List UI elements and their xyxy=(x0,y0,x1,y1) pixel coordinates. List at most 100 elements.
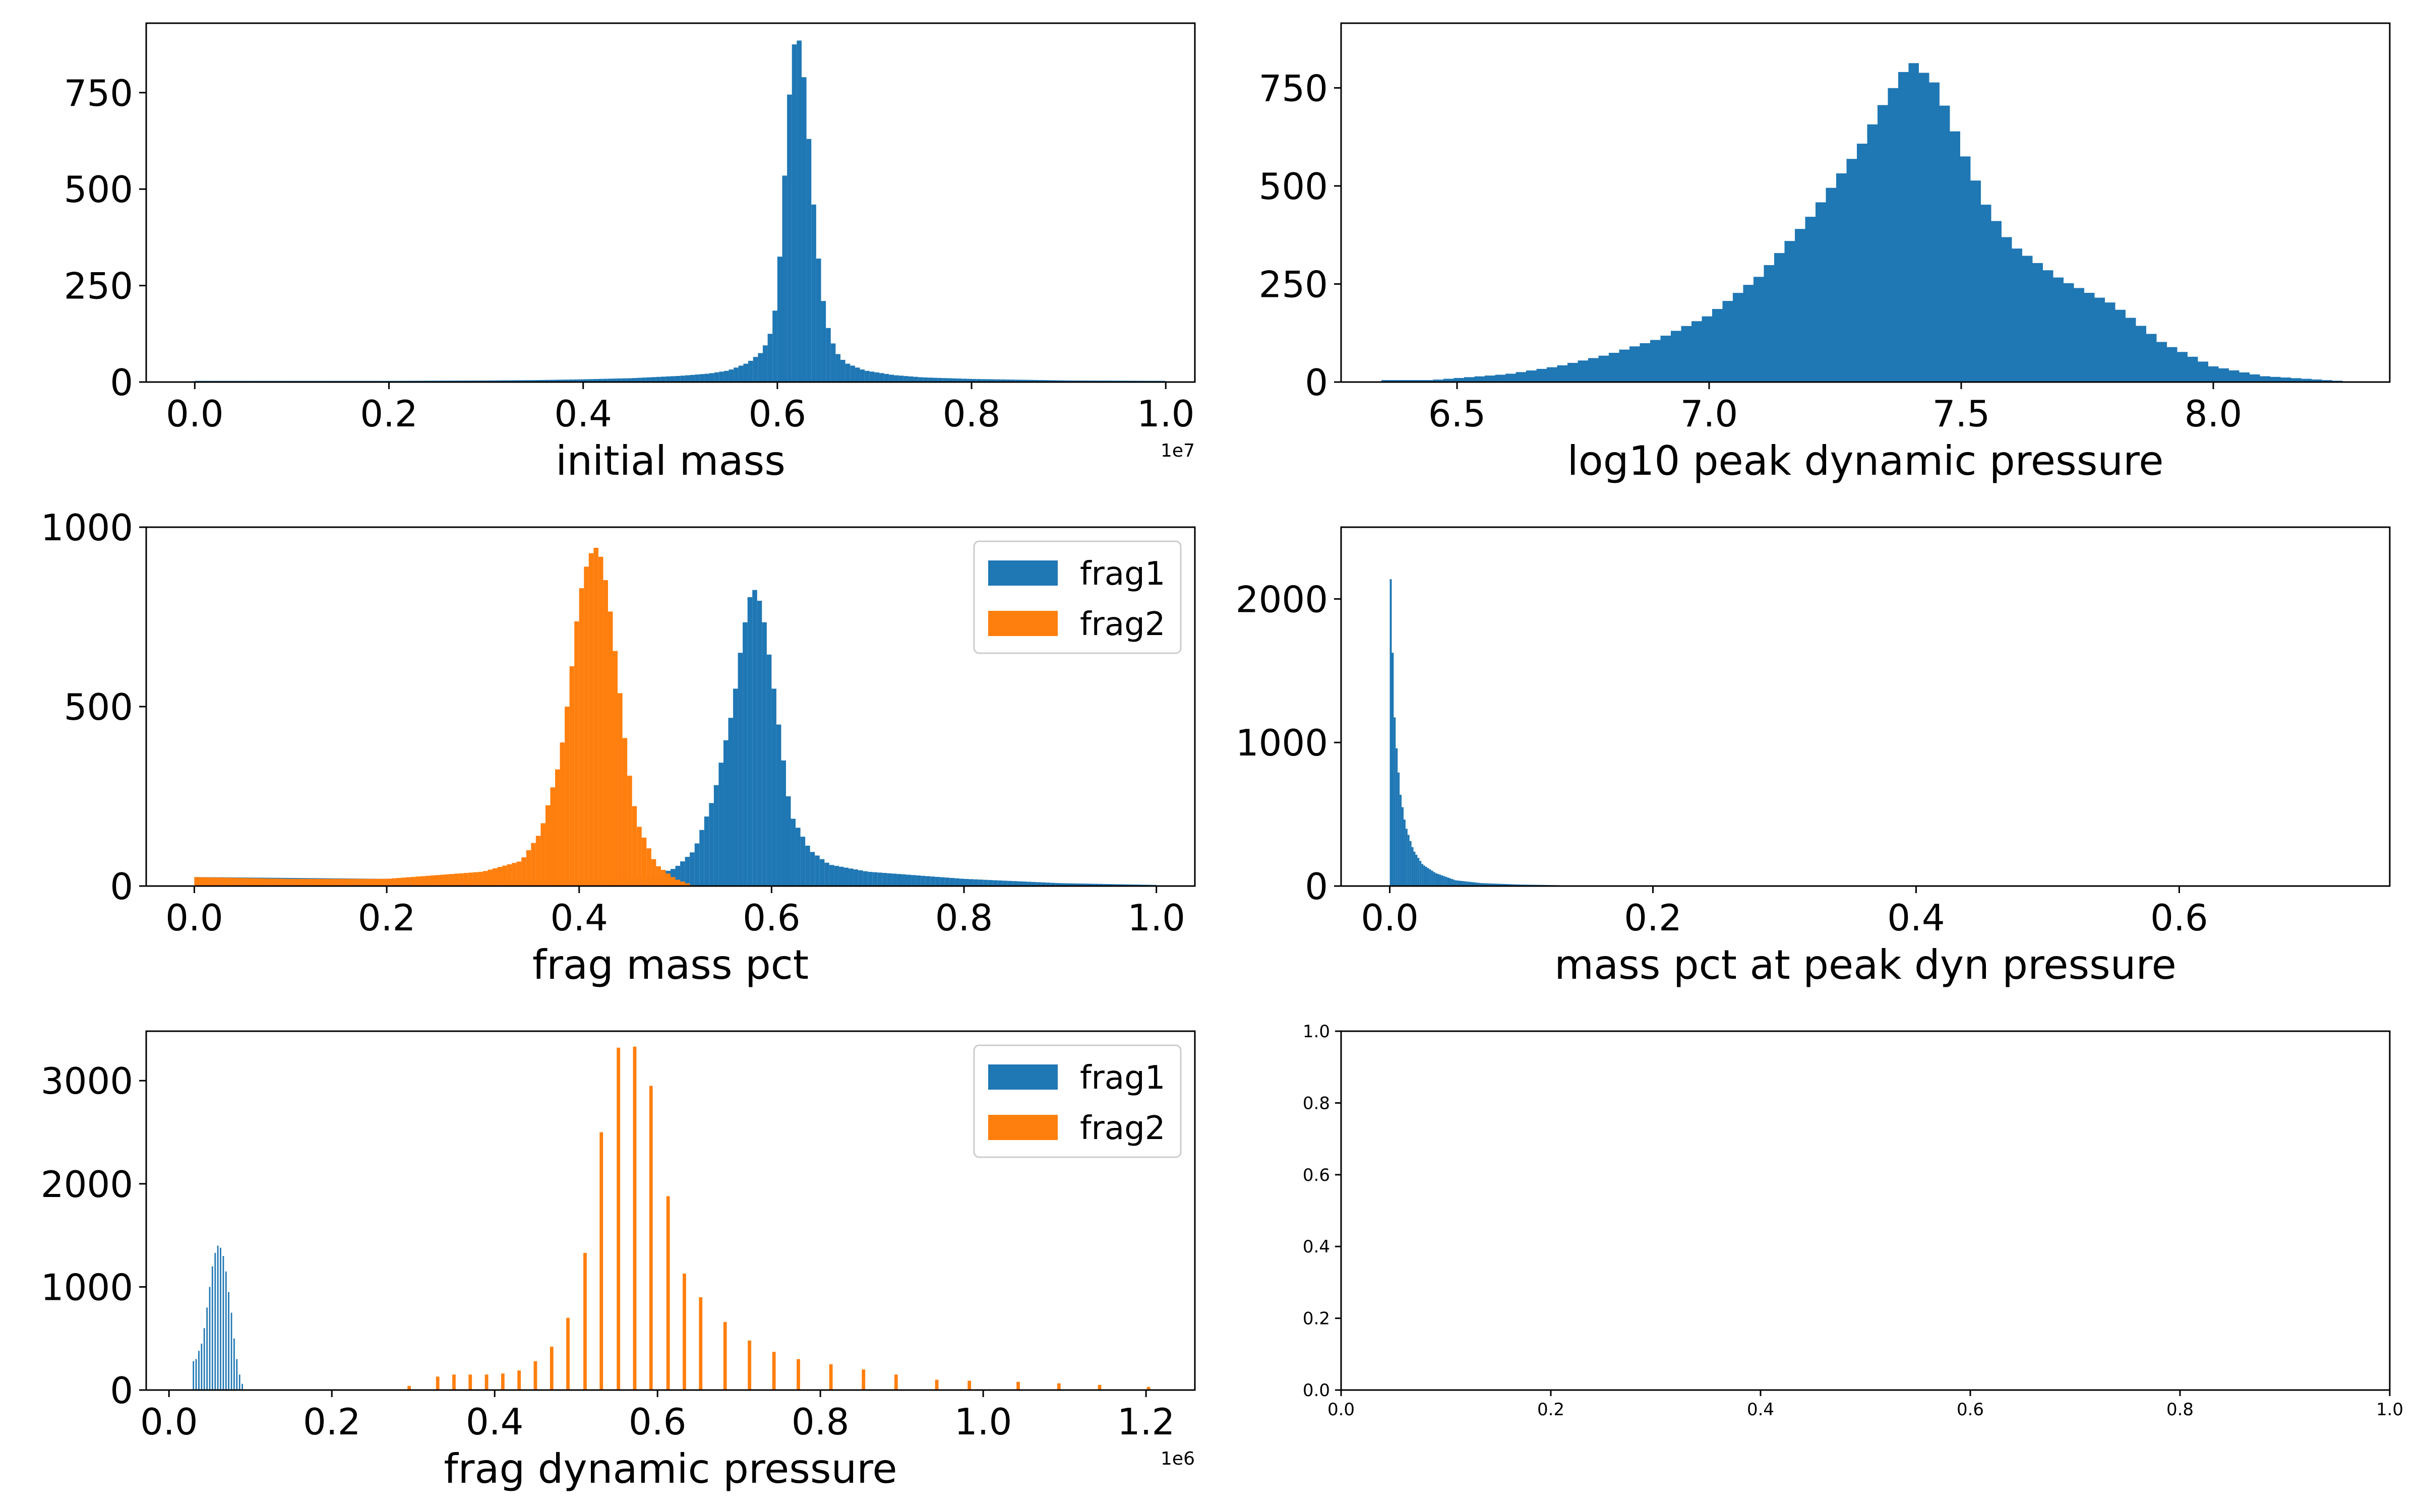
bar xyxy=(978,879,984,886)
bar xyxy=(1526,370,1537,382)
bar xyxy=(961,379,967,382)
bar xyxy=(617,1047,621,1390)
bar xyxy=(353,878,358,886)
bar xyxy=(507,864,512,886)
bar xyxy=(882,873,887,886)
bar xyxy=(201,1343,203,1390)
bar xyxy=(319,878,325,886)
legend-label-frag2: frag2 xyxy=(1080,606,1165,643)
bar xyxy=(1421,864,1424,886)
bar xyxy=(2094,297,2105,382)
bar xyxy=(1065,883,1070,886)
bar xyxy=(193,1361,195,1390)
bar xyxy=(607,379,613,382)
y-tick-label: 0.8 xyxy=(1303,1093,1330,1113)
bar xyxy=(1898,72,1909,382)
bar xyxy=(1464,377,1475,382)
bar xyxy=(887,873,892,886)
bar xyxy=(1981,205,1991,382)
bar xyxy=(473,872,478,886)
bar xyxy=(1490,883,1493,886)
bar xyxy=(1476,883,1479,886)
bar xyxy=(237,877,243,886)
bar xyxy=(757,600,762,886)
bar xyxy=(220,1247,221,1390)
bar xyxy=(206,1307,208,1390)
y-tick-label: 1000 xyxy=(41,1266,133,1308)
legend-swatch-frag1 xyxy=(988,560,1058,586)
bar xyxy=(908,376,914,382)
bar xyxy=(1113,884,1118,886)
x-axis-label: initial mass xyxy=(556,437,785,484)
bar xyxy=(709,373,714,382)
bar xyxy=(560,742,565,886)
x-tick-label: 1.0 xyxy=(1137,393,1195,435)
bar xyxy=(1498,884,1500,886)
bar xyxy=(826,328,831,382)
bar xyxy=(1454,377,1464,382)
bar xyxy=(555,769,560,886)
subplot-3: 0.0 0.2 0.4 0.6 0.8 1.0 0 500 1000 frag mass pct f… xyxy=(41,507,1196,988)
bar xyxy=(1089,884,1094,886)
bar xyxy=(675,375,681,382)
bar xyxy=(598,556,603,886)
bar xyxy=(704,373,710,382)
bar xyxy=(743,363,749,382)
bar xyxy=(734,367,739,382)
bar xyxy=(225,1271,227,1390)
bar xyxy=(565,707,570,886)
bar xyxy=(1103,884,1109,886)
bar xyxy=(921,875,926,886)
bar xyxy=(838,866,844,886)
axes-frame xyxy=(145,1030,1196,1391)
bar xyxy=(1094,884,1099,886)
bar xyxy=(1469,881,1471,886)
bar xyxy=(1425,866,1427,886)
bar xyxy=(776,724,781,886)
bar xyxy=(1099,884,1104,886)
bar xyxy=(550,1347,554,1390)
bar xyxy=(1146,1387,1151,1390)
bar xyxy=(1074,883,1080,886)
bar xyxy=(440,874,445,886)
y-tick-label: 2000 xyxy=(1236,578,1328,620)
bar xyxy=(588,553,594,886)
bar xyxy=(531,843,536,886)
bar xyxy=(491,380,496,382)
bar xyxy=(1419,861,1422,886)
bar xyxy=(463,873,469,886)
bar xyxy=(1046,883,1051,886)
bar xyxy=(829,1364,833,1390)
bar xyxy=(2146,334,2157,382)
bar xyxy=(805,845,810,886)
bar xyxy=(660,869,666,886)
bar xyxy=(213,877,219,886)
y-tick-label: 3000 xyxy=(41,1060,133,1102)
bar xyxy=(391,878,397,886)
bar xyxy=(685,883,690,886)
bar xyxy=(1474,376,1485,382)
bar xyxy=(690,374,695,382)
bar xyxy=(584,566,589,886)
bar xyxy=(1429,869,1431,886)
bar xyxy=(564,380,569,382)
bar xyxy=(588,379,593,382)
bar xyxy=(1609,353,1619,382)
bar xyxy=(533,1361,537,1390)
bar xyxy=(1488,883,1491,886)
bar xyxy=(641,837,647,886)
bar xyxy=(242,878,248,886)
bar xyxy=(1036,882,1041,886)
bar xyxy=(879,373,884,382)
bar xyxy=(781,760,786,886)
bar xyxy=(603,580,608,886)
bar xyxy=(545,805,551,886)
bar xyxy=(300,878,305,886)
bar xyxy=(1413,851,1416,886)
bar xyxy=(1846,159,1857,382)
bar xyxy=(362,878,368,886)
bar xyxy=(1461,880,1463,886)
bar xyxy=(1516,372,1526,382)
bar xyxy=(1059,380,1064,382)
x-tick-label: 0.2 xyxy=(303,1401,361,1443)
